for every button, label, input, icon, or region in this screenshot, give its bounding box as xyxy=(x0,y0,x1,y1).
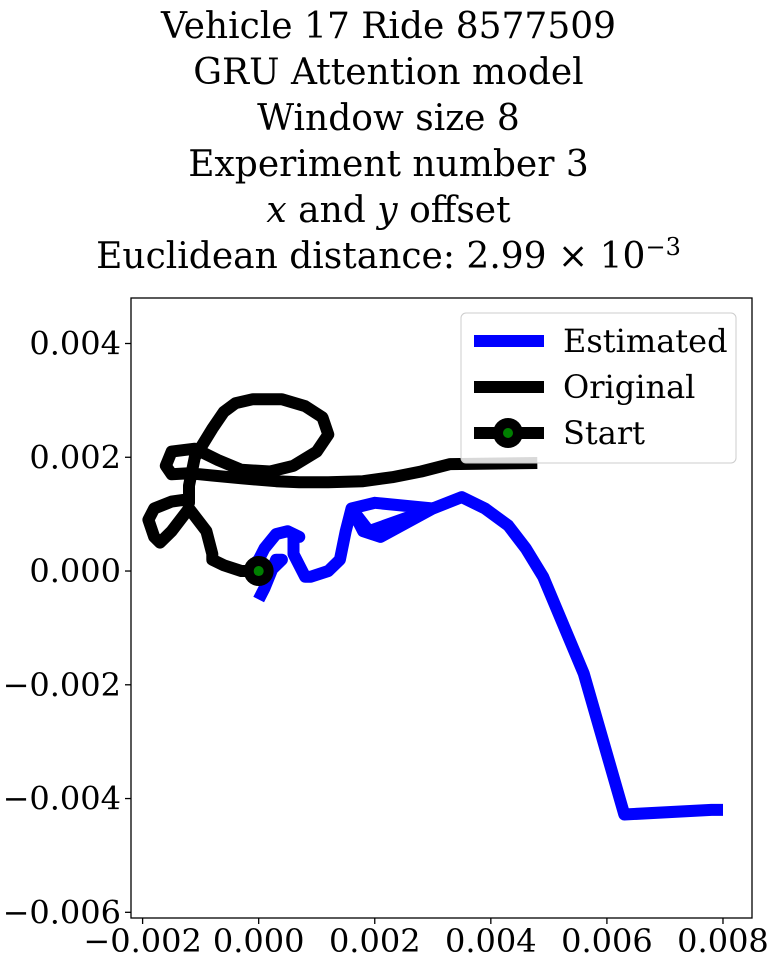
legend-original-label: Original xyxy=(563,368,695,406)
x-axis: −0.002 0.000 0.002 0.004 0.006 0.008 xyxy=(83,918,769,960)
legend-box xyxy=(460,312,737,464)
legend-start-label: Start xyxy=(563,414,645,452)
series-estimated-line xyxy=(246,491,723,821)
title-var-y: y xyxy=(377,190,398,231)
legend: Estimated Original Start xyxy=(460,312,737,464)
plot-frame xyxy=(130,297,753,919)
y-tick-label: −0.006 xyxy=(3,893,121,931)
legend-estimated-label: Estimated xyxy=(563,322,728,360)
x-tick-label: 0.002 xyxy=(329,922,421,960)
series-layer xyxy=(142,393,723,821)
title-var-x: x xyxy=(266,190,287,231)
y-axis: 0.004 0.002 0.000 −0.002 −0.004 −0.006 xyxy=(3,325,131,931)
title-line-5: x and y offset xyxy=(0,188,777,234)
y-tick-label: −0.004 xyxy=(3,780,121,818)
x-tick-label: 0.006 xyxy=(561,922,653,960)
title-line-2: GRU Attention model xyxy=(193,52,584,93)
title-line-1: Vehicle 17 Ride 8577509 xyxy=(160,6,617,47)
y-tick-label: −0.002 xyxy=(3,666,121,704)
title-line-3: Window size 8 xyxy=(257,98,520,139)
x-tick-label: 0.008 xyxy=(677,922,769,960)
title-line-6: Euclidean distance: 2.99 × 10−3 xyxy=(0,234,777,280)
legend-start-marker-dot xyxy=(503,428,513,438)
title-exponent: −3 xyxy=(645,233,681,261)
x-tick-label: 0.000 xyxy=(213,922,305,960)
title-and: and xyxy=(286,190,378,231)
title-distance: Euclidean distance: 2.99 × 10 xyxy=(96,236,646,277)
y-tick-label: 0.002 xyxy=(29,438,121,476)
x-tick-label: 0.004 xyxy=(445,922,537,960)
chart-title: Vehicle 17 Ride 8577509 GRU Attention mo… xyxy=(0,0,777,280)
title-line-4: Experiment number 3 xyxy=(188,144,589,185)
y-tick-label: 0.004 xyxy=(29,325,121,363)
title-offset: offset xyxy=(397,190,511,231)
series-original-line xyxy=(142,393,538,577)
y-tick-label: 0.000 xyxy=(29,552,121,590)
start-marker-dot xyxy=(253,566,264,577)
x-tick-label: −0.002 xyxy=(83,922,201,960)
